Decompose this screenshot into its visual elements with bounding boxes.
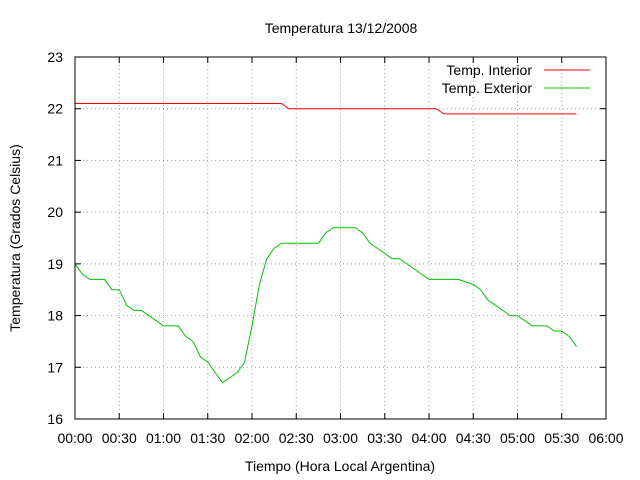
y-tick-label: 19 — [47, 256, 63, 272]
y-tick-label: 20 — [47, 204, 63, 220]
x-axis-label: Tiempo (Hora Local Argentina) — [245, 458, 435, 474]
x-tick-label: 04:30 — [456, 430, 491, 446]
legend-label: Temp. Exterior — [442, 80, 533, 96]
series-line-1 — [75, 103, 577, 115]
x-tick-label: 03:30 — [367, 430, 402, 446]
grid-lines — [75, 57, 606, 419]
legend: Temp. Interior Temp. Exterior — [442, 62, 590, 96]
y-tick-label: 16 — [47, 411, 63, 427]
series-line-2 — [74, 227, 577, 384]
y-tick-label: 22 — [47, 101, 63, 117]
x-tick-label: 04:00 — [411, 430, 446, 446]
y-tick-label: 18 — [47, 308, 63, 324]
x-tick-label: 03:00 — [323, 430, 358, 446]
plot-frame — [74, 56, 607, 420]
series-lines — [74, 103, 577, 384]
x-tick-label: 02:00 — [234, 430, 269, 446]
x-tick-label: 00:00 — [57, 430, 92, 446]
chart-title: Temperatura 13/12/2008 — [265, 20, 418, 36]
y-tick-label: 23 — [47, 49, 63, 65]
legend-label: Temp. Interior — [446, 62, 532, 78]
y-tick-label: 21 — [47, 152, 63, 168]
axis-ticks: 00:00 00:30 01:00 01:30 02:00 02:30 03:00 03:30… — [47, 49, 623, 446]
x-tick-label: 01:30 — [190, 430, 225, 446]
x-tick-label: 06:00 — [588, 430, 623, 446]
x-tick-label: 02:30 — [279, 430, 314, 446]
x-tick-label: 01:00 — [146, 430, 181, 446]
x-tick-label: 05:30 — [544, 430, 579, 446]
y-tick-label: 17 — [47, 359, 63, 375]
x-tick-label: 05:00 — [500, 430, 535, 446]
y-axis-label: Temperatura (Grados Celsius) — [7, 144, 23, 332]
x-tick-label: 00:30 — [102, 430, 137, 446]
